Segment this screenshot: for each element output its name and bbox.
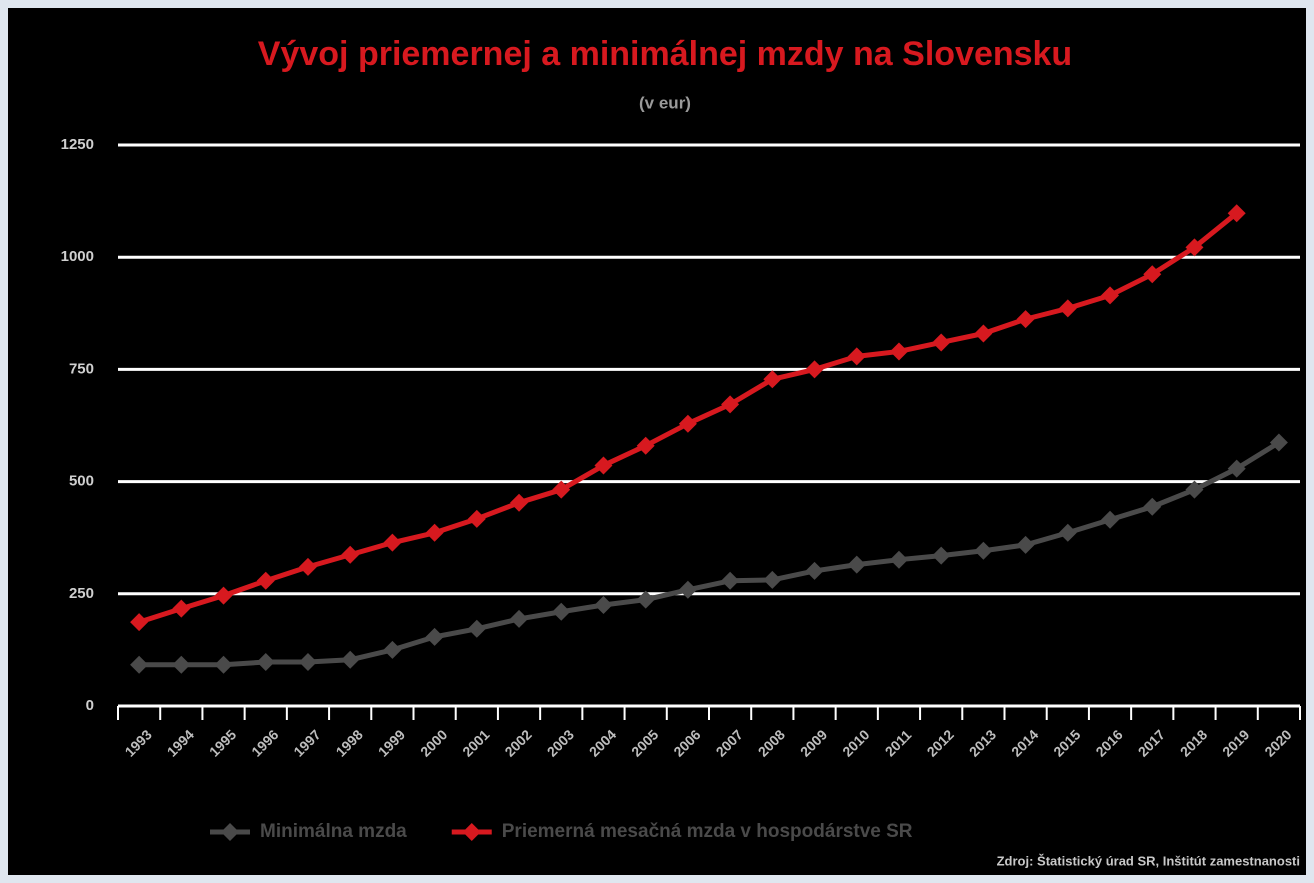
point-marker bbox=[678, 580, 697, 599]
point-marker bbox=[467, 619, 486, 638]
point-marker bbox=[974, 324, 993, 343]
point-marker bbox=[467, 509, 486, 528]
point-marker bbox=[847, 555, 866, 574]
point-marker bbox=[256, 571, 275, 590]
point-marker bbox=[1185, 480, 1204, 499]
point-marker bbox=[341, 545, 360, 564]
point-marker bbox=[1058, 523, 1077, 542]
series-line bbox=[139, 440, 1281, 668]
y-tick-label: 1000 bbox=[61, 248, 94, 265]
point-marker bbox=[298, 557, 317, 576]
point-marker bbox=[1101, 510, 1120, 529]
point-marker bbox=[805, 561, 824, 580]
point-marker bbox=[636, 436, 655, 455]
point-marker bbox=[256, 653, 275, 672]
point-marker bbox=[383, 533, 402, 552]
chart-title: Vývoj priemernej a minimálnej mzdy na Sl… bbox=[258, 35, 1072, 73]
point-marker bbox=[130, 613, 149, 632]
point-marker bbox=[932, 333, 951, 352]
point-marker bbox=[932, 546, 951, 565]
point-marker bbox=[1143, 265, 1162, 284]
point-marker bbox=[214, 586, 233, 605]
point-marker bbox=[1269, 433, 1288, 452]
point-marker bbox=[889, 342, 908, 361]
source-note: Zdroj: Štatistický úrad SR, Inštitút zam… bbox=[997, 853, 1300, 868]
point-marker bbox=[552, 602, 571, 621]
point-marker bbox=[1227, 204, 1246, 223]
point-marker bbox=[383, 640, 402, 659]
point-marker bbox=[130, 655, 149, 674]
legend-label: Minimálna mzda bbox=[260, 821, 407, 842]
point-marker bbox=[721, 395, 740, 414]
point-marker bbox=[172, 655, 191, 674]
point-marker bbox=[594, 456, 613, 475]
point-marker bbox=[510, 609, 529, 628]
point-marker bbox=[721, 571, 740, 590]
point-marker bbox=[678, 414, 697, 433]
point-marker bbox=[172, 599, 191, 618]
point-marker bbox=[594, 596, 613, 615]
point-marker bbox=[341, 650, 360, 669]
legend-label: Priemerná mesačná mzda v hospodárstve SR bbox=[502, 821, 913, 842]
point-marker bbox=[1227, 459, 1246, 478]
point-marker bbox=[552, 480, 571, 499]
point-marker bbox=[425, 627, 444, 646]
y-tick-label: 0 bbox=[86, 697, 94, 714]
point-marker bbox=[805, 360, 824, 379]
point-marker bbox=[1016, 310, 1035, 329]
point-marker bbox=[214, 655, 233, 674]
point-marker bbox=[1101, 286, 1120, 305]
y-tick-label: 1250 bbox=[61, 136, 94, 153]
point-marker bbox=[763, 570, 782, 589]
point-marker bbox=[1058, 299, 1077, 318]
point-marker bbox=[425, 523, 444, 542]
y-tick-label: 250 bbox=[69, 585, 94, 602]
point-marker bbox=[974, 541, 993, 560]
point-marker bbox=[636, 590, 655, 609]
point-marker bbox=[298, 653, 317, 672]
point-marker bbox=[1016, 535, 1035, 554]
point-marker bbox=[763, 370, 782, 389]
point-marker bbox=[847, 347, 866, 366]
chart-subtitle: (v eur) bbox=[639, 93, 691, 112]
point-marker bbox=[510, 493, 529, 512]
point-marker bbox=[1143, 497, 1162, 516]
point-marker bbox=[1185, 238, 1204, 257]
y-tick-label: 750 bbox=[69, 360, 94, 377]
point-marker bbox=[889, 550, 908, 569]
legend-marker bbox=[221, 823, 239, 841]
y-tick-label: 500 bbox=[69, 473, 94, 490]
legend-marker bbox=[462, 823, 481, 841]
